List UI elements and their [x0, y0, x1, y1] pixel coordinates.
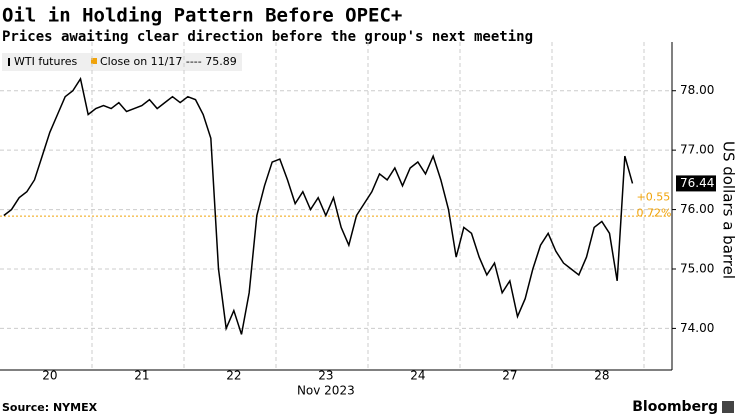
legend-label: Close on 11/17 ---- 75.89: [100, 55, 237, 68]
y-axis-label: US dollars a barrel: [720, 141, 738, 279]
x-tick-label: 28: [594, 369, 609, 383]
x-tick-label: 20: [42, 369, 57, 383]
y-tick-label: 74.00: [680, 321, 714, 335]
y-tick-label: 76.00: [680, 202, 714, 216]
legend-box: [2, 53, 242, 71]
chart-title: Oil in Holding Pattern Before OPEC+: [2, 5, 402, 27]
y-tick-label: 75.00: [680, 261, 714, 275]
x-tick-label: 22: [226, 369, 241, 383]
chart-subtitle: Prices awaiting clear direction before t…: [2, 29, 533, 45]
change-label: +0.55: [637, 190, 671, 203]
change-pct-label: 0.72%: [637, 206, 672, 219]
last-value-label: 76.44: [680, 176, 714, 190]
brand-icon: [722, 401, 734, 413]
x-axis-label: Nov 2023: [297, 384, 355, 398]
brand: Bloomberg: [632, 399, 718, 415]
y-tick-label: 78.00: [680, 83, 714, 97]
legend-swatch: [8, 58, 10, 66]
y-tick-label: 77.00: [680, 143, 714, 157]
last-value-box: [676, 175, 716, 192]
source: Source: NYMEX: [2, 401, 98, 414]
x-tick-label: 27: [502, 369, 517, 383]
price-line: [3, 76, 634, 335]
x-tick-label: 21: [134, 369, 149, 383]
legend-swatch: [91, 58, 97, 64]
x-tick-label: 23: [318, 369, 333, 383]
legend-label: WTI futures: [14, 55, 78, 68]
x-tick-label: 24: [410, 369, 425, 383]
